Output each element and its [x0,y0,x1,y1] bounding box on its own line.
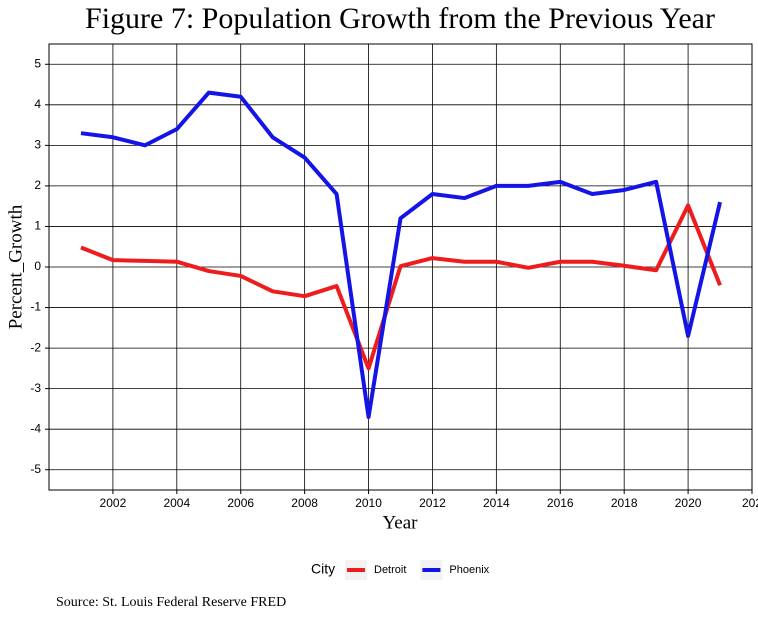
y-tick-label: -4 [30,421,41,435]
x-tick-label: 202 [742,496,758,510]
x-tick-label: 2012 [419,496,446,510]
y-tick-label: -1 [30,300,41,314]
y-tick-label: 1 [34,219,41,233]
legend-label: Detroit [374,564,406,576]
data-line [80,203,722,371]
x-tick-label: 2018 [611,496,638,510]
x-axis-label: Year [382,512,418,533]
legend-label: Phoenix [449,564,489,576]
caption: Source: St. Louis Federal Reserve FRED [56,595,286,610]
y-tick-label: -5 [30,462,41,476]
chart-title: Figure 7: Population Growth from the Pre… [85,2,715,35]
x-tick-label: 2020 [675,496,702,510]
x-tick-label: 2004 [163,496,190,510]
y-tick-label: 5 [34,56,41,70]
x-tick-label: 2002 [100,496,127,510]
data-line [80,90,722,420]
y-tick-label: 0 [34,259,41,273]
x-tick-label: 2008 [291,496,318,510]
x-tick-label: 2006 [227,496,254,510]
x-tick-label: 2016 [547,496,574,510]
y-tick-label: 2 [34,178,41,192]
y-tick-label: 3 [34,138,41,152]
y-tick-label: -2 [30,340,41,354]
x-tick-label: 2010 [355,496,382,510]
legend-title: City [311,561,335,577]
plot-border [48,43,753,491]
y-tick-label: 4 [34,97,41,111]
y-tick-label: -3 [30,381,41,395]
y-axis-label: Percent_Growth [5,204,26,329]
x-tick-label: 2014 [483,496,510,510]
